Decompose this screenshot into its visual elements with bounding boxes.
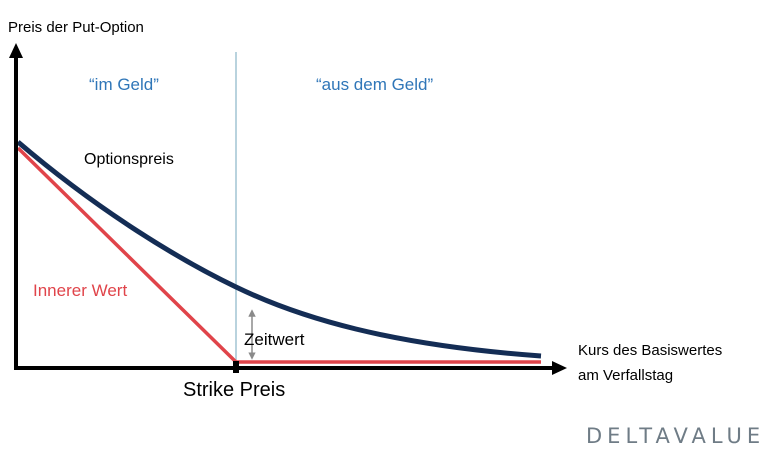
brand-logo-text: DELTAVALUE — [586, 424, 765, 448]
strike-price-label: Strike Preis — [183, 379, 285, 401]
x-axis-label-line-2: am Verfallstag — [578, 367, 673, 384]
option-price-curve — [16, 140, 542, 359]
strike-tick — [233, 361, 239, 373]
series-label-intrinsic-value: Innerer Wert — [33, 281, 127, 300]
series-label-option-price: Optionspreis — [84, 151, 174, 168]
y-axis-label: Preis der Put-Option — [8, 19, 144, 36]
y-axis-arrowhead — [9, 43, 23, 58]
time-value-label: Zeitwert — [244, 330, 305, 349]
x-axis-label-line-1: Kurs des Basiswertes — [578, 342, 722, 359]
region-label-in-the-money: “im Geld” — [89, 75, 159, 94]
x-axis-arrowhead — [552, 361, 567, 375]
region-label-out-of-the-money: “aus dem Geld” — [316, 75, 433, 94]
